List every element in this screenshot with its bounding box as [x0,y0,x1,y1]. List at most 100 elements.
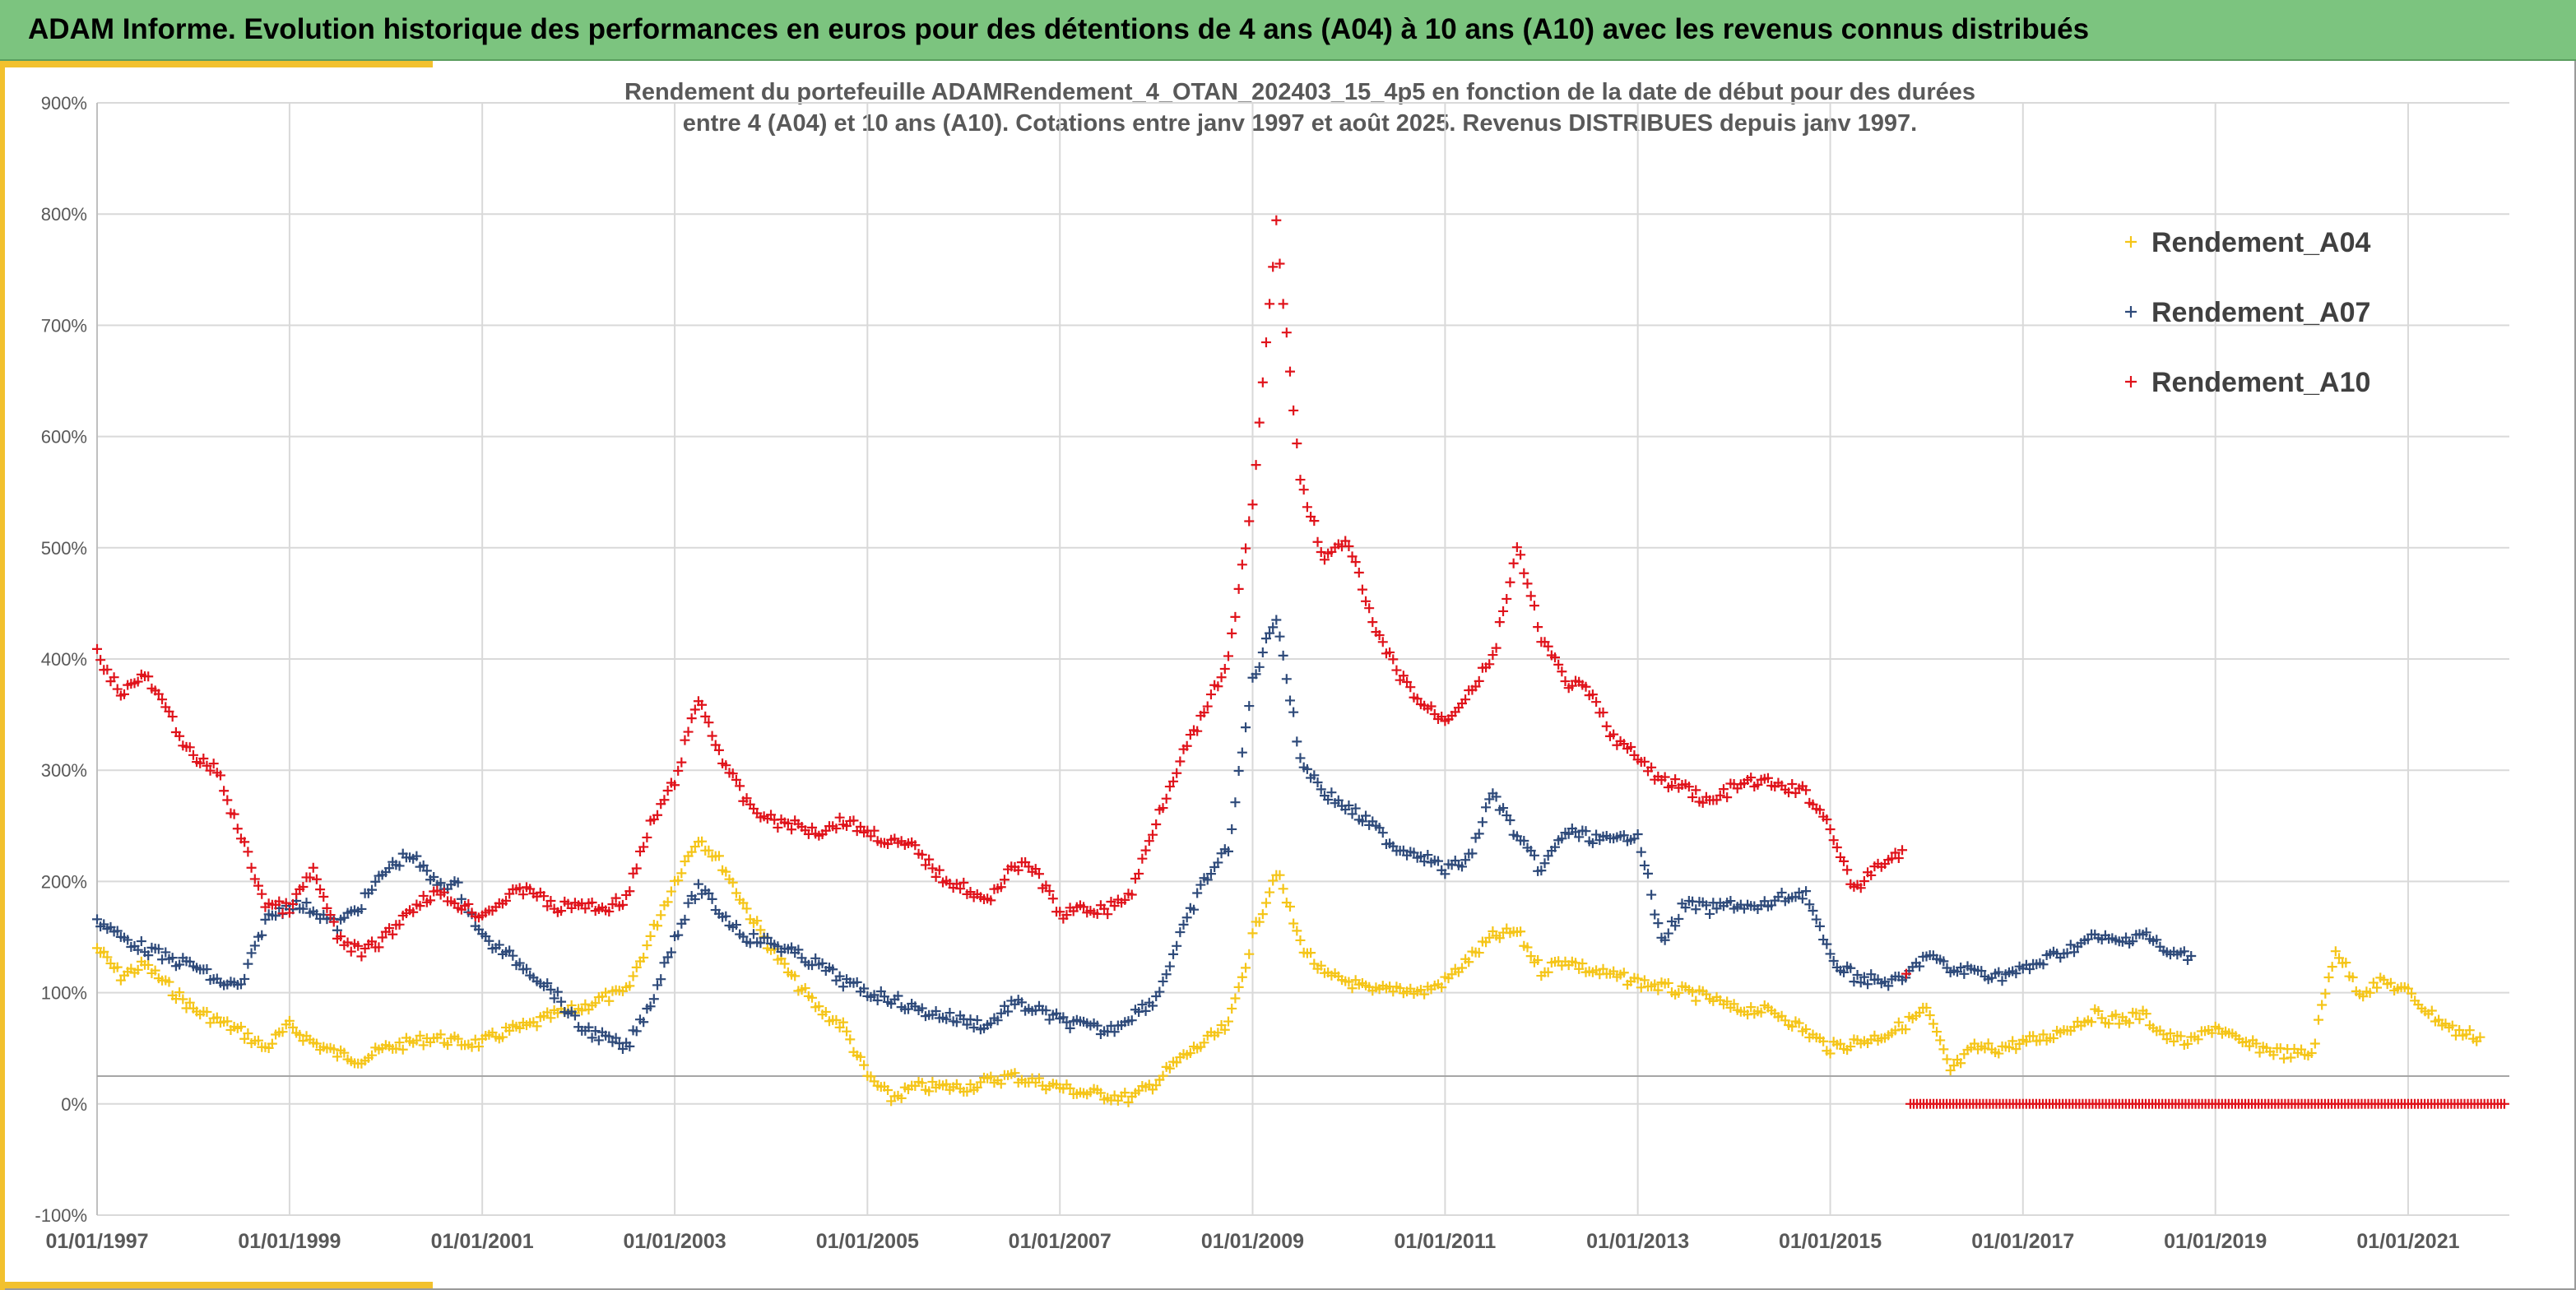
data-point [1683,782,1694,792]
data-point [249,940,260,951]
data-point [1571,827,1581,838]
data-point [1608,729,1619,740]
data-point [1746,1002,1757,1013]
data-point [631,863,642,874]
data-point [920,860,931,870]
data-point [1522,578,1533,589]
data-point [958,877,969,888]
data-point [1842,865,1853,875]
data-point [1653,918,1664,929]
data-point [1202,875,1213,885]
data-point [112,962,123,972]
data-point [1680,903,1691,913]
data-point [810,953,821,963]
data-point [1309,516,1320,527]
data-point [1890,1025,1901,1036]
y-tick-label: 100% [41,983,87,1004]
data-point [910,840,921,851]
data-point [1729,999,1739,1009]
data-point [1323,795,1334,805]
data-point [1109,901,1120,912]
data-point [2464,1025,2475,1036]
data-point [2347,972,2358,983]
data-point [1202,701,1213,712]
data-point [2062,948,2072,958]
data-point [1257,909,1268,920]
data-point [2183,1038,2193,1049]
data-point [707,893,717,904]
data-point [1456,963,1467,973]
data-point [2334,953,2344,963]
data-point [673,765,684,776]
data-point [1361,596,1372,606]
data-point [1123,1097,1134,1107]
data-point [2365,987,2375,998]
data-point [253,880,264,891]
data-point [356,951,367,962]
data-point [721,866,731,877]
data-point [680,914,690,925]
data-point [683,898,694,908]
data-point [1199,708,1209,718]
data-point [1525,951,1536,962]
report-banner: ADAM Informe. Evolution historique des p… [0,0,2576,61]
data-point [782,818,793,828]
data-point [1161,793,1172,804]
data-point [992,1015,1003,1026]
data-point [1893,853,1904,864]
data-point [968,1023,979,1033]
data-point [1915,961,1925,972]
data-point [2193,1034,2203,1045]
data-point [1278,884,1288,894]
data-point [112,684,123,694]
data-point [686,713,697,724]
data-point [1189,904,1200,915]
data-point [1185,1048,1195,1058]
data-point [1344,800,1354,810]
data-point [1181,740,1192,751]
data-point [1505,577,1515,587]
data-point [1893,1017,1904,1028]
data-point [1140,1005,1151,1016]
data-point [931,871,941,882]
data-point [787,824,797,835]
legend-item-Rendement_A04: Rendement_A04 [2125,227,2371,258]
data-point [731,774,741,785]
data-point [2038,1029,2049,1040]
data-point [1959,968,1970,979]
data-point [1670,774,1681,785]
data-point [903,1004,913,1014]
data-point [222,1016,233,1027]
data-point [456,893,466,904]
data-point [1446,969,1457,980]
data-point [703,888,714,898]
data-point [132,944,143,955]
data-point [497,1032,508,1042]
data-point [232,824,243,834]
data-point [1618,830,1629,841]
data-point [1247,928,1258,939]
legend-item-Rendement_A07: Rendement_A07 [2125,297,2370,328]
data-point [962,1019,972,1030]
data-point [879,991,889,1002]
data-point [239,973,250,984]
data-point [652,921,663,931]
data-point [1230,993,1241,1004]
data-point [439,887,449,898]
data-point [773,941,783,952]
data-point [1491,791,1502,802]
data-point [755,938,766,949]
data-point [2254,1047,2265,1058]
data-point [1415,851,1426,861]
data-point [2028,1031,2039,1042]
data-point [95,655,106,666]
data-point [1525,591,1536,601]
data-point [972,1015,982,1026]
data-point [1533,622,1543,633]
data-point [866,831,876,842]
grid-layer [96,102,2509,1216]
chart-subtitle-line-1: Rendement du portefeuille ADAMRendement_… [624,79,1976,105]
data-point [807,822,818,833]
data-point [1801,1024,1812,1035]
data-point [2082,934,2093,944]
